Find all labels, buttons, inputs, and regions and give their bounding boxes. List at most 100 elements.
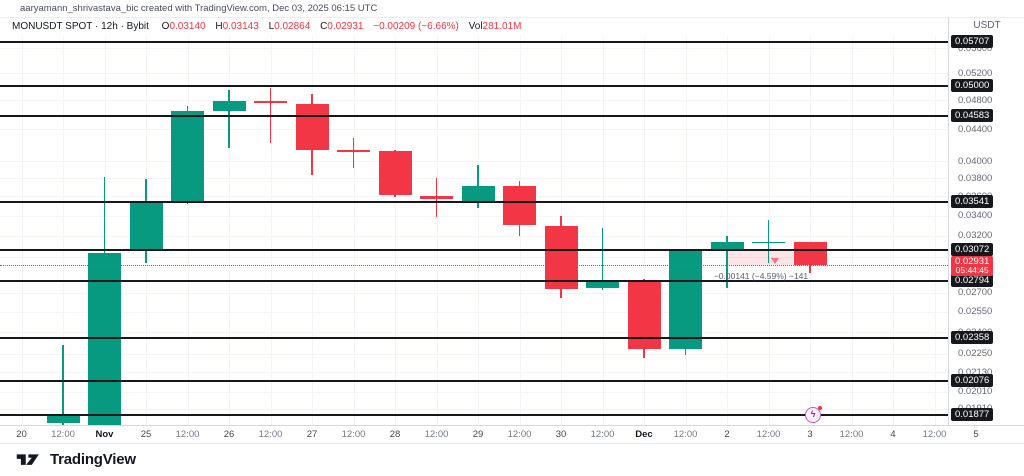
time-axis-label: 28 [389, 429, 401, 440]
candle-body [337, 150, 370, 152]
level-price-label: 0.03072 [951, 242, 994, 256]
h-gridline [0, 372, 948, 374]
volume-label: Vol [468, 21, 483, 32]
h-gridline [0, 292, 948, 294]
v-gridline [63, 35, 64, 425]
candle-body [461, 186, 495, 202]
symbol-title[interactable]: MONUSDT SPOT · 12h · Bybit [12, 21, 149, 32]
current-price-line [0, 265, 948, 267]
time-axis-label: 12:00 [341, 429, 366, 440]
tradingview-logo[interactable]: TradingView [16, 451, 136, 468]
v-gridline [851, 35, 853, 425]
level-line[interactable] [0, 337, 948, 340]
time-axis-label: 12:00 [673, 429, 698, 440]
v-gridline [270, 35, 272, 425]
time-axis-label: 12:00 [258, 429, 283, 440]
candle-body [669, 249, 702, 350]
h-gridline [0, 100, 948, 101]
level-line[interactable] [0, 114, 948, 117]
current-price-label: 0.02931 05:44:45 [951, 256, 994, 276]
time-axis-label: Dec [635, 429, 653, 440]
candle-body [378, 151, 412, 196]
candle-wick [62, 345, 64, 425]
candle-body [586, 280, 619, 288]
close-value: 0.02931 [327, 21, 364, 32]
time-axis-label: 12:00 [51, 429, 75, 440]
level-price-label: 0.01877 [951, 407, 994, 421]
v-gridline [727, 35, 728, 425]
price-tick-label: 0.02130 [958, 366, 993, 378]
low-label: L [268, 21, 275, 32]
v-gridline [436, 35, 438, 425]
candle-wick [352, 138, 355, 168]
open-value: 0.03140 [169, 21, 206, 32]
v-gridline [312, 35, 313, 425]
candle-body [46, 414, 80, 423]
h-gridline [0, 332, 948, 334]
h-gridline [0, 48, 948, 50]
calendar-event-icon[interactable]: ϟ [805, 406, 822, 423]
h-gridline [0, 353, 948, 355]
time-axis-label: 12:00 [839, 429, 864, 440]
v-gridline [644, 35, 645, 425]
chart-pane[interactable] [0, 35, 948, 425]
open-label: O [161, 21, 170, 32]
price-range-tool[interactable] [727, 249, 793, 266]
close-label: C [320, 21, 328, 32]
high-value: 0.03143 [222, 21, 259, 32]
level-price-label: 0.02076 [951, 373, 994, 387]
price-tick-label: 0.02550 [958, 306, 993, 318]
level-line[interactable] [0, 200, 948, 203]
price-tick-label: 0.02250 [958, 348, 993, 360]
footer-bar: TradingView [0, 443, 1024, 476]
price-tick-label: 0.04000 [958, 155, 993, 167]
time-axis-label: Nov [95, 429, 114, 440]
time-axis-label: 12:00 [175, 429, 200, 440]
candle-body [212, 101, 246, 112]
candle-body [254, 101, 287, 103]
price-tick-label: 0.03800 [958, 172, 993, 184]
price-tick-label: 0.04400 [958, 123, 993, 135]
candle-body [420, 196, 453, 200]
time-axis[interactable]: 20 12:00 Nov 25 12:00 26 12:00 27 12:00 28 12:00 29… [0, 425, 1024, 444]
level-line[interactable] [0, 280, 948, 283]
candle-wick [726, 235, 728, 288]
time-axis-label: 12:00 [507, 429, 532, 440]
attribution-text: aaryamann_shrivastava_bic created with T… [20, 3, 378, 14]
v-gridline [229, 35, 230, 425]
high-label: H [215, 21, 223, 32]
time-axis-label: 29 [472, 429, 484, 440]
symbol-legend: MONUSDT SPOT · 12h · Bybit O0.03140 H0.0… [12, 21, 528, 32]
current-price-countdown: 05:44:45 [955, 265, 989, 276]
level-price-label: 0.04583 [951, 108, 994, 122]
v-gridline [934, 35, 936, 425]
level-line[interactable] [0, 248, 948, 251]
level-price-label: 0.03541 [951, 194, 994, 208]
candle-body [171, 111, 204, 202]
h-gridline [0, 129, 948, 131]
candle-body [710, 242, 744, 250]
h-gridline [0, 235, 948, 237]
h-gridline [0, 161, 948, 163]
time-axis-label: 12:00 [424, 429, 449, 440]
event-alert-dot [818, 406, 822, 410]
level-line[interactable] [0, 41, 948, 43]
time-axis-label: 12:00 [756, 429, 781, 440]
time-axis-label: 27 [306, 429, 318, 440]
time-axis-label: 12:00 [590, 429, 615, 440]
level-price-label: 0.05707 [951, 35, 994, 48]
time-axis-label: 25 [140, 429, 152, 440]
h-gridline [0, 311, 948, 313]
v-gridline [353, 35, 355, 425]
h-gridline [0, 391, 948, 393]
legend-row: MONUSDT SPOT · 12h · Bybit O0.03140 H0.0… [0, 17, 1024, 36]
h-gridline [0, 408, 948, 410]
level-line[interactable] [0, 413, 948, 416]
price-axis[interactable]: USDT 0.05600 0.05200 0.04800 0.04400 0.04000… [948, 17, 1024, 425]
h-gridline [0, 178, 948, 180]
level-line[interactable] [0, 85, 948, 88]
price-tick-label: 0.05600 [958, 42, 993, 54]
level-line[interactable] [0, 379, 948, 382]
range-arrow-down-icon [771, 258, 779, 265]
